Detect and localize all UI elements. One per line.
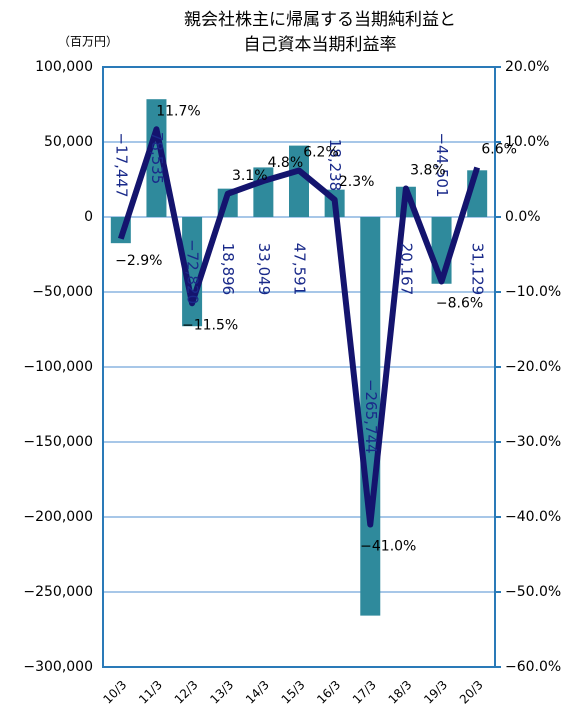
x-tick-label: 15/3 xyxy=(279,678,308,707)
line-value-label: 2.3% xyxy=(339,174,375,190)
bar xyxy=(182,217,203,327)
x-tick-label: 17/3 xyxy=(350,678,379,707)
line-value-label: 3.1% xyxy=(232,168,268,184)
y-tick-label: −50,000 xyxy=(32,284,93,300)
bar xyxy=(360,217,381,616)
bar-value-label: −44,501 xyxy=(433,132,451,197)
bar-value-label: −17,447 xyxy=(112,132,130,197)
y2-tick-label: −60.0% xyxy=(505,659,561,675)
y2-tick-label: −50.0% xyxy=(505,584,561,600)
y2-tick-label: 10.0% xyxy=(505,134,549,150)
y-axis-label: （百万円） xyxy=(58,35,118,49)
x-tick-label: 10/3 xyxy=(100,678,129,707)
x-tick-label: 13/3 xyxy=(207,678,236,707)
y-tick-label: −200,000 xyxy=(23,509,93,525)
y2-tick-label: −30.0% xyxy=(505,434,561,450)
line-value-label: −11.5% xyxy=(182,317,238,333)
x-tick-label: 16/3 xyxy=(314,678,343,707)
bar xyxy=(289,145,309,217)
bar-value-label: 47,591 xyxy=(291,243,309,296)
y-tick-label: −100,000 xyxy=(23,359,93,375)
y2-tick-label: −40.0% xyxy=(505,509,561,525)
bar-value-label: 20,167 xyxy=(397,243,415,296)
line-value-label: 3.8% xyxy=(410,163,446,179)
y-tick-label: −250,000 xyxy=(23,584,93,600)
line-value-label: 11.7% xyxy=(156,103,200,119)
chart-title: 親会社株主に帰属する当期純利益と xyxy=(184,10,456,30)
y-tick-label: 0 xyxy=(84,209,93,225)
bar-value-label: −265,744 xyxy=(362,379,380,454)
line-value-label: 6.6% xyxy=(481,142,517,158)
y-tick-label: −300,000 xyxy=(23,659,93,675)
bar xyxy=(146,99,167,217)
x-tick-label: 11/3 xyxy=(136,678,165,707)
y2-tick-label: −10.0% xyxy=(505,284,561,300)
x-tick-label: 20/3 xyxy=(457,678,486,707)
bar-value-label: 33,049 xyxy=(255,243,273,296)
chart-title: 自己資本当期利益率 xyxy=(244,35,397,55)
line-value-label: 6.2% xyxy=(303,145,339,161)
y2-tick-label: 20.0% xyxy=(505,59,549,75)
bar-value-label: 31,129 xyxy=(469,243,487,296)
x-tick-label: 18/3 xyxy=(386,678,415,707)
bar-value-label: 18,896 xyxy=(219,243,237,296)
line-value-label: −2.9% xyxy=(115,253,162,269)
line xyxy=(117,126,481,528)
x-tick-label: 14/3 xyxy=(243,678,272,707)
bar-value-label: 18,238 xyxy=(326,139,344,192)
line-value-label: −8.6% xyxy=(436,296,483,312)
plot-frame xyxy=(102,66,496,668)
bar-value-label: 78,535 xyxy=(148,132,166,185)
x-tick-label: 19/3 xyxy=(421,678,450,707)
x-tick-label: 12/3 xyxy=(172,678,201,707)
line-value-label: 4.8% xyxy=(268,155,304,171)
y2-tick-label: 0.0% xyxy=(505,209,541,225)
y-tick-label: 100,000 xyxy=(35,59,93,75)
line-value-label: −41.0% xyxy=(360,539,416,555)
y2-tick-label: −20.0% xyxy=(505,359,561,375)
bar-value-label: −72,820 xyxy=(184,239,202,304)
y-tick-label: 50,000 xyxy=(44,134,93,150)
y-tick-label: −150,000 xyxy=(23,434,93,450)
